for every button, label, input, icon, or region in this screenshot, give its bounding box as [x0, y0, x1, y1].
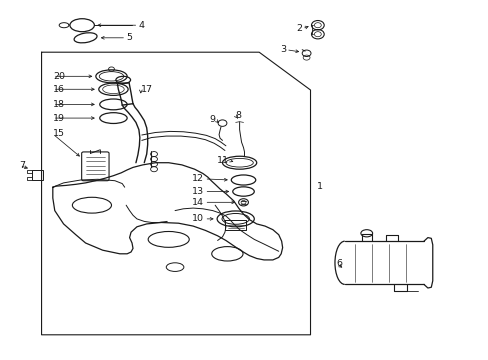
Text: 7: 7 [20, 161, 25, 170]
Bar [32, 170, 42, 180]
Text: 15: 15 [53, 129, 65, 138]
Text: 20: 20 [53, 72, 65, 81]
Text: 9: 9 [209, 115, 215, 124]
Text: 18: 18 [53, 100, 65, 109]
Text: 13: 13 [192, 187, 204, 196]
Text: 5: 5 [126, 33, 132, 42]
Text: 16: 16 [53, 85, 65, 94]
Text: 17: 17 [141, 85, 153, 94]
Text: 14: 14 [192, 198, 204, 207]
Text: 3: 3 [279, 45, 285, 54]
Text: 1: 1 [316, 182, 322, 191]
Text: 11: 11 [216, 156, 228, 165]
Text: 4: 4 [138, 21, 144, 30]
Text: 8: 8 [235, 111, 241, 120]
Text: 12: 12 [192, 174, 204, 183]
Text: 6: 6 [336, 259, 342, 268]
Text: 10: 10 [192, 214, 204, 223]
Text: 2: 2 [296, 24, 302, 33]
Text: 19: 19 [53, 113, 65, 122]
